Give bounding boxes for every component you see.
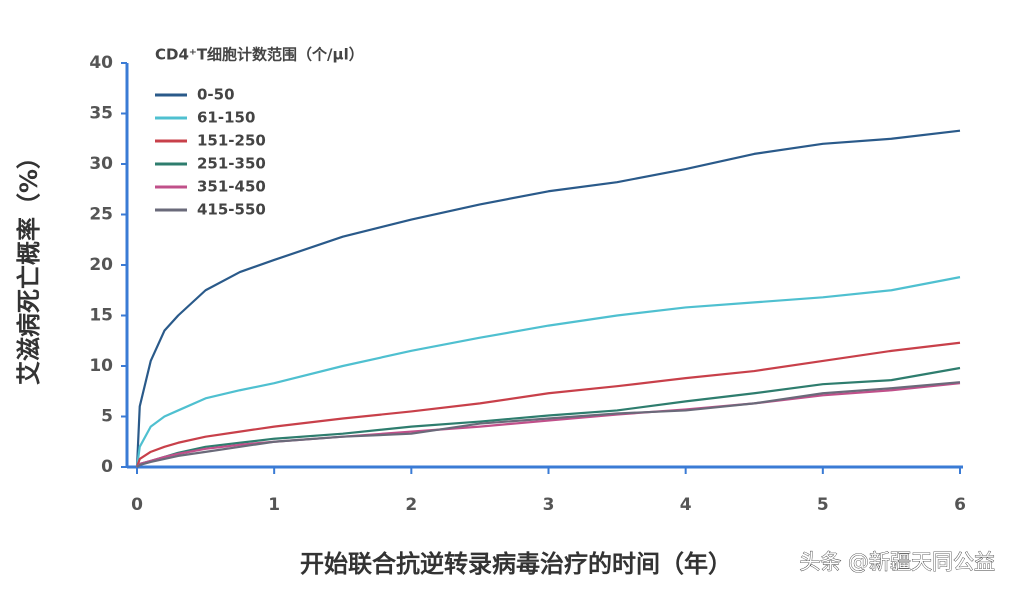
y-tick-label: 15 (89, 306, 113, 326)
series-line (135, 341, 961, 468)
series-line (135, 129, 961, 468)
y-tick-label: 10 (89, 356, 113, 376)
x-tick-label: 2 (405, 495, 417, 515)
y-tick-label: 5 (101, 407, 113, 427)
x-tick-label: 3 (543, 495, 555, 515)
y-tick-label: 35 (89, 104, 113, 124)
legend-label: 351-450 (197, 178, 266, 196)
x-tick-label: 5 (817, 495, 829, 515)
x-tick-label: 6 (954, 495, 966, 515)
y-tick-label: 40 (89, 53, 113, 73)
watermark: 头条 @新疆天同公益 (799, 550, 995, 574)
legend-label: 251-350 (197, 155, 266, 173)
y-tick-label: 25 (89, 205, 113, 225)
legend-label: 151-250 (197, 132, 266, 150)
x-tick-label: 4 (680, 495, 692, 515)
y-tick-label: 30 (89, 154, 113, 174)
x-tick-label: 0 (131, 495, 143, 515)
legend-title: CD4⁺T细胞计数范围（个/μl） (155, 46, 364, 64)
x-tick-label: 1 (268, 495, 280, 515)
y-axis-title: 艾滋病死亡概率（%） (15, 145, 43, 385)
series-line (136, 381, 961, 468)
legend-label: 415-550 (197, 201, 266, 219)
y-tick-label: 0 (101, 457, 113, 477)
x-axis-title: 开始联合抗逆转录病毒治疗的时间（年） (300, 550, 732, 578)
series-line (135, 276, 961, 468)
legend-label: 0-50 (197, 86, 235, 104)
legend-label: 61-150 (197, 109, 255, 127)
series-line (136, 382, 961, 468)
y-tick-label: 20 (89, 255, 113, 275)
